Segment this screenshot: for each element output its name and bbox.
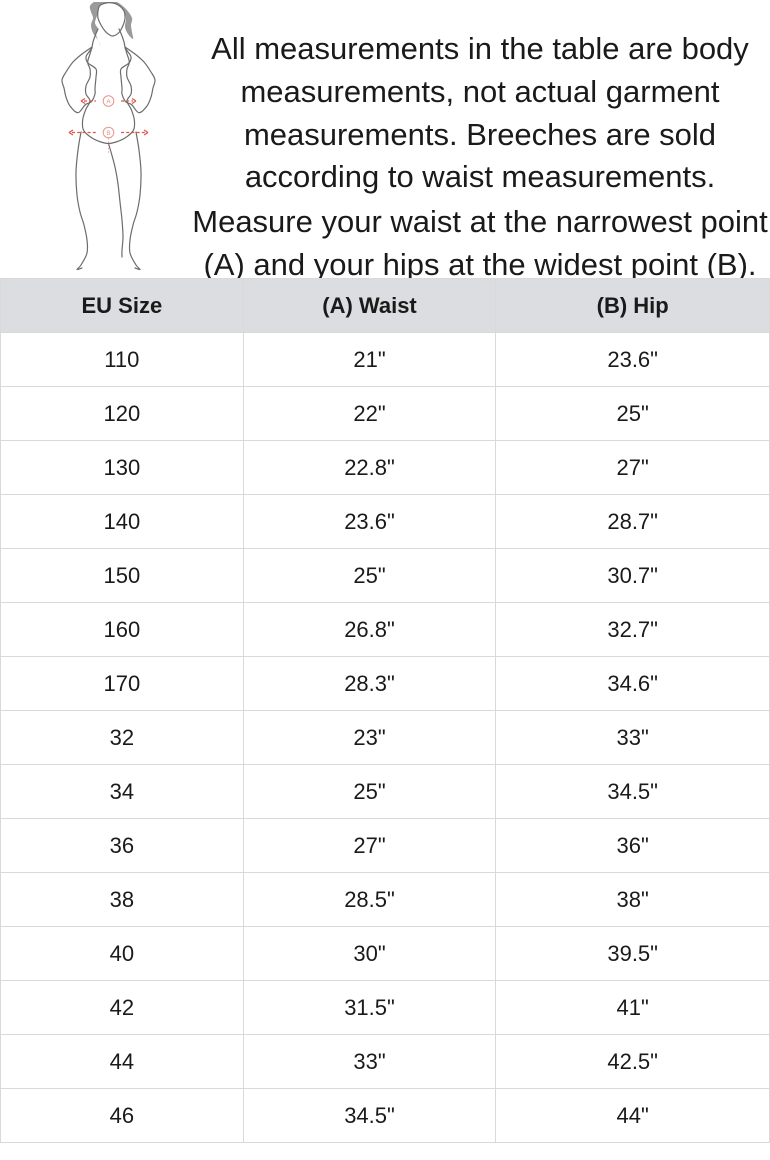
svg-text:B: B [106, 130, 110, 137]
